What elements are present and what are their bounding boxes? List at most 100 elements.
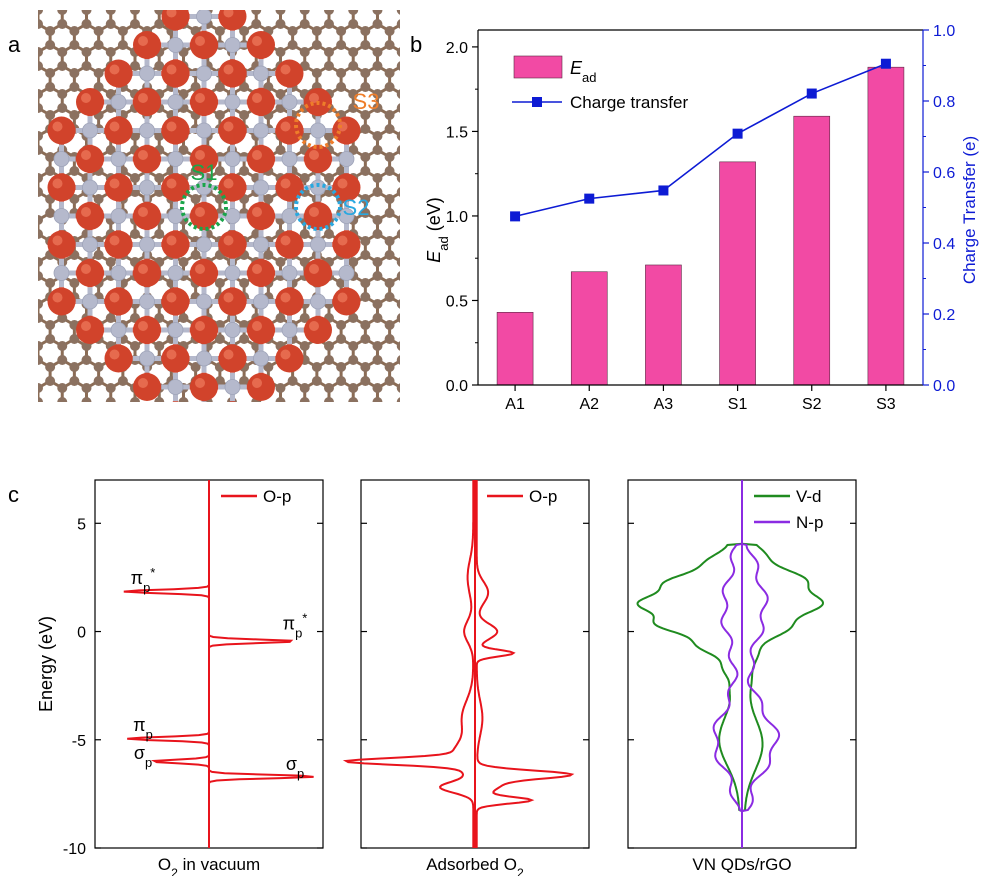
graphene-bond <box>14 381 26 388</box>
carbon-atom <box>372 145 383 155</box>
nitrogen-atom <box>82 179 98 196</box>
carbon-atom <box>9 47 19 57</box>
nitrogen-atom <box>338 151 355 167</box>
vanadium-atom <box>76 202 104 230</box>
vanadium-highlight <box>166 235 177 246</box>
graphene-bond <box>131 400 135 402</box>
graphene-bond <box>402 360 414 367</box>
carbon-atom <box>396 397 400 402</box>
graphene-bond <box>62 423 74 430</box>
nitrogen-atom <box>167 37 184 53</box>
graphene-bond <box>14 297 26 304</box>
carbon-atom <box>384 292 395 302</box>
carbon-atom <box>38 10 43 15</box>
carbon-atom <box>38 173 43 183</box>
graphene-bond <box>38 24 39 26</box>
graphene-bond <box>59 400 63 402</box>
nitrogen-atom <box>167 379 184 395</box>
vanadium-highlight <box>337 178 348 189</box>
carbon-atom <box>45 152 56 162</box>
carbon-atom <box>323 341 334 351</box>
carbon-atom <box>9 341 19 351</box>
bar-A1 <box>496 312 534 386</box>
carbon-atom <box>384 124 395 134</box>
graphene-bond <box>402 318 414 325</box>
peak-label-5: σp <box>286 754 304 781</box>
nitrogen-atom <box>167 151 184 167</box>
carbon-atom <box>348 383 359 393</box>
nitrogen-atom <box>253 65 269 82</box>
vanadium-atom <box>304 145 332 173</box>
carbon-atom <box>360 334 371 344</box>
nitrogen-atom <box>281 94 298 110</box>
vanadium-atom <box>161 287 190 316</box>
s1-label: S1 <box>191 160 218 185</box>
carbon-atom <box>81 355 92 365</box>
graphene-bond <box>107 10 111 12</box>
graphene-bond <box>38 50 39 52</box>
vanadium-atom <box>190 88 218 116</box>
carbon-atom <box>409 320 419 330</box>
nitrogen-atom <box>167 265 184 281</box>
carbon-atom <box>396 341 400 351</box>
graphene-bond <box>220 423 232 430</box>
y-axis-label-left: Ead (eV) <box>424 197 451 262</box>
graphene-bond <box>414 87 426 94</box>
vanadium-highlight <box>252 321 262 331</box>
carbon-atom <box>239 334 250 344</box>
carbon-atom <box>372 47 383 57</box>
carbon-atom <box>360 26 371 36</box>
carbon-atom <box>142 404 152 414</box>
carbon-atom <box>129 229 140 239</box>
carbon-atom <box>323 229 334 239</box>
carbon-atom <box>336 82 347 92</box>
graphene-bond <box>228 400 232 402</box>
carbon-atom <box>57 103 68 113</box>
graphene-bond <box>304 400 308 402</box>
carbon-atom <box>323 355 334 365</box>
vanadium-highlight <box>195 378 205 388</box>
carbon-atom <box>105 383 116 393</box>
nitrogen-atom <box>82 236 98 253</box>
graphene-bond <box>14 360 26 367</box>
vanadium-atom <box>275 230 304 259</box>
carbon-atom <box>336 376 347 386</box>
bar-A2 <box>570 271 608 386</box>
graphene-bond <box>2 318 14 325</box>
graphene-bond <box>38 260 39 262</box>
carbon-atom <box>323 19 334 29</box>
carbon-atom <box>323 10 334 15</box>
carbon-atom <box>336 418 346 428</box>
carbon-atom <box>21 40 31 50</box>
carbon-atom <box>409 110 419 120</box>
graphene-bond <box>402 423 414 430</box>
o-p-dos-spin-up <box>123 480 210 848</box>
carbon-atom <box>93 40 104 50</box>
carbon-atom <box>311 362 322 372</box>
carbon-atom <box>372 313 383 323</box>
graphene-bond <box>317 423 329 430</box>
x-tick-label-A2: A2 <box>579 396 599 413</box>
carbon-atom <box>129 131 140 141</box>
vanadium-atom <box>76 259 104 287</box>
y-tick-label-right: 1.0 <box>933 23 955 40</box>
nitrogen-atom <box>110 208 127 224</box>
graphene-bond <box>402 66 414 73</box>
vanadium-highlight <box>81 93 91 103</box>
vanadium-highlight <box>109 178 120 189</box>
carbon-atom <box>178 397 189 402</box>
carbon-atom <box>311 376 322 386</box>
vanadium-atom <box>275 116 304 145</box>
carbon-atom <box>57 355 68 365</box>
carbon-atom <box>93 250 104 260</box>
legend-line-marker <box>532 97 542 107</box>
chart-b: 0.0 0.5 1.0 1.5 2.0 0.0 0.2 0.4 0.6 0.8 1.0 A1 A2 A3 S… <box>424 23 979 413</box>
carbon-atom <box>312 418 322 428</box>
graphene-bond <box>38 134 39 136</box>
carbon-atom <box>69 278 80 288</box>
subplot-xlabel-2: Adsorbed O2 <box>426 855 524 876</box>
carbon-atom <box>384 194 395 204</box>
vanadium-atom <box>247 373 275 401</box>
carbon-atom <box>9 173 19 183</box>
carbon-atom <box>384 250 395 260</box>
